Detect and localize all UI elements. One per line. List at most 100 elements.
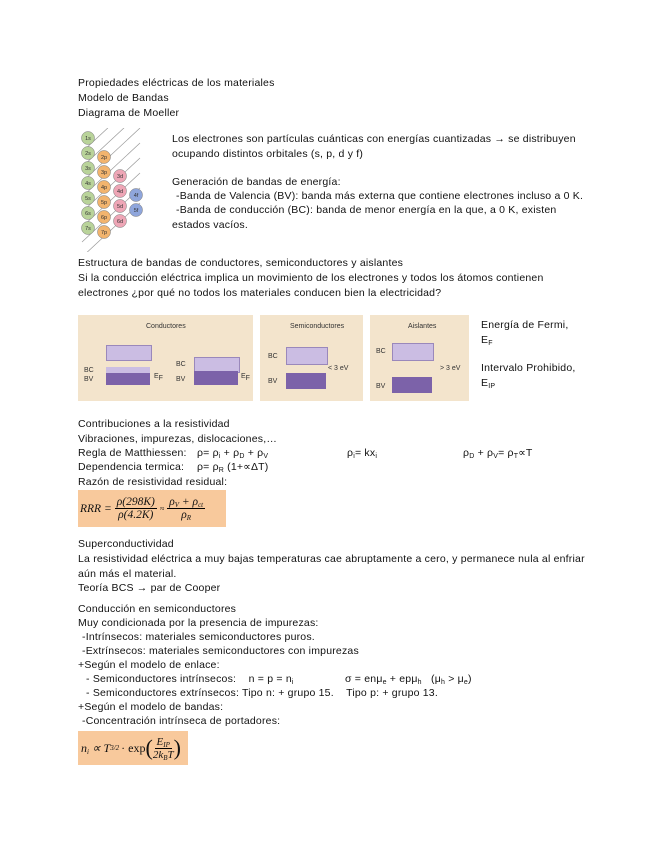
text-part: + ρ xyxy=(220,447,240,459)
band-label: BC xyxy=(84,367,94,374)
section-title: Diagrama de Moeller xyxy=(78,107,180,119)
orbital xyxy=(81,146,95,160)
denominator: ρR xyxy=(181,509,191,522)
orbital xyxy=(81,131,95,145)
paragraph: Si la conducción eléctrica implica un mo… xyxy=(78,272,544,299)
orbital-label: 2s xyxy=(85,151,91,157)
orbital-label: 5s xyxy=(85,196,91,202)
text-part: + ρ xyxy=(244,447,264,459)
band-bv xyxy=(392,377,432,393)
subheading: Generación de bandas de energía: xyxy=(172,176,341,188)
label: Dependencia termica: xyxy=(78,461,185,473)
text-part: ρ xyxy=(169,496,175,508)
orbital-label: 5d xyxy=(117,204,123,210)
band-label: BV xyxy=(84,376,94,383)
text-part: = ρ xyxy=(498,447,514,459)
fermi-symbol: EF xyxy=(241,373,250,382)
fraction: EIP 2kBT xyxy=(152,735,174,762)
subscript: i xyxy=(375,453,378,460)
text-part: > μ xyxy=(445,673,464,685)
orbital xyxy=(97,165,111,179)
orbital-label: 3s xyxy=(85,166,91,172)
fraction: ρV + ρct ρR xyxy=(167,496,206,522)
paren: ) xyxy=(173,735,181,760)
subscript: e xyxy=(463,679,468,686)
subscript: i xyxy=(87,747,89,756)
legend-label: Intervalo Prohibido, xyxy=(481,362,576,374)
text-part: ρ xyxy=(347,447,354,459)
text-part: 2k xyxy=(152,748,164,761)
moeller-diagram: 1s 2s 2p 3s 3p 3d 4s 4p 4d 4f 5s 5p 5d 5f 6s 6p 6d 7s 7p xyxy=(81,128,143,252)
band-label: BC xyxy=(176,361,186,368)
orbital-label: 1s xyxy=(85,136,91,142)
text-part: - Semiconductores intrínsecos: n = p = n xyxy=(86,673,292,685)
label: Regla de Matthiessen: xyxy=(78,447,187,459)
paragraph: Los electrones son partículas cuánticas … xyxy=(172,133,576,160)
denominator: ρ(4.2K) xyxy=(118,509,154,521)
text: Vibraciones, impurezas, dislocaciones,… xyxy=(78,433,278,445)
orbital xyxy=(113,184,127,198)
text-part: ) xyxy=(468,673,472,685)
band-label: BC xyxy=(268,353,278,360)
orbital xyxy=(97,180,111,194)
orbital-label: 3p xyxy=(101,170,107,176)
orbital-label: 6s xyxy=(85,211,91,217)
orbital-label: 4s xyxy=(85,181,91,187)
text-part: ρ= ρ xyxy=(197,461,219,473)
subscript: D xyxy=(469,453,475,460)
orbital-label: 4f xyxy=(134,193,139,199)
formula-ni: ni ∝ T 3/2 · exp ( EIP 2kBT ) xyxy=(78,731,188,765)
text-part: = kx xyxy=(354,447,376,459)
text-part: ∝T xyxy=(518,447,533,459)
list-item: -Extrínsecos: materiales semiconductores… xyxy=(82,645,359,657)
subscript: V xyxy=(174,501,180,509)
subscript: h xyxy=(417,679,422,686)
heading: Superconductividad xyxy=(78,538,174,550)
text-part: n xyxy=(81,740,87,755)
subscript: IP xyxy=(163,740,170,749)
text-part: ρ xyxy=(463,447,470,459)
band-panel: Conductores BC BV EF BC BV EF xyxy=(78,315,253,401)
text-part: + ρ xyxy=(179,496,199,508)
orbital xyxy=(97,225,111,239)
list-item: +Según el modelo de enlace: xyxy=(78,659,220,671)
heading: Estructura de bandas de conductores, sem… xyxy=(78,257,404,269)
formula: σ = enμe + epμh (μh > μe) xyxy=(345,672,472,687)
band-bv xyxy=(194,371,238,385)
orbital-label: 6d xyxy=(117,219,123,225)
text-part: ρ xyxy=(181,509,187,521)
subscript: i xyxy=(218,453,221,460)
orbital xyxy=(81,161,95,175)
text-part: E xyxy=(156,735,164,748)
heading: Contribuciones a la resistividad xyxy=(78,418,230,430)
text-part: (μ xyxy=(421,673,441,685)
numerator: EIP xyxy=(154,735,172,749)
list-item: -Concentración intrínseca de portadores: xyxy=(82,715,281,727)
formula: ρ= ρi + ρD + ρV xyxy=(197,446,268,461)
subscript: T xyxy=(513,453,519,460)
band-bc xyxy=(286,347,328,365)
list-item: - Semiconductores extrínsecos: Tipo n: +… xyxy=(86,687,438,699)
band-bc xyxy=(106,345,152,361)
subscript: i xyxy=(353,453,355,460)
paragraph: La resistividad eléctrica a muy bajas te… xyxy=(78,553,585,580)
band-label: BC xyxy=(376,348,386,355)
band-label: BV xyxy=(176,376,186,383)
text-part: ∝ T xyxy=(88,740,111,755)
band-bv xyxy=(286,373,326,389)
text-part: (1+∝ΔT) xyxy=(224,461,269,473)
subscript: F xyxy=(158,375,163,382)
text: Teoría BCS → par de Cooper xyxy=(78,582,221,594)
band-panel: Aislantes BC BV > 3 eV xyxy=(370,315,469,401)
heading: Conducción en semiconductores xyxy=(78,603,237,615)
subtitle: Modelo de Bandas xyxy=(78,92,169,104)
subscript: IP xyxy=(488,383,496,390)
legend-label: Energía de Fermi, xyxy=(481,319,569,331)
formula: ρ= ρR (1+∝ΔT) xyxy=(197,460,268,475)
orbital xyxy=(81,191,95,205)
exponent: 3/2 xyxy=(110,744,120,752)
text-part: E xyxy=(481,377,489,389)
orbital-label: 4d xyxy=(117,189,123,195)
formula-text: ≈ xyxy=(159,504,165,513)
